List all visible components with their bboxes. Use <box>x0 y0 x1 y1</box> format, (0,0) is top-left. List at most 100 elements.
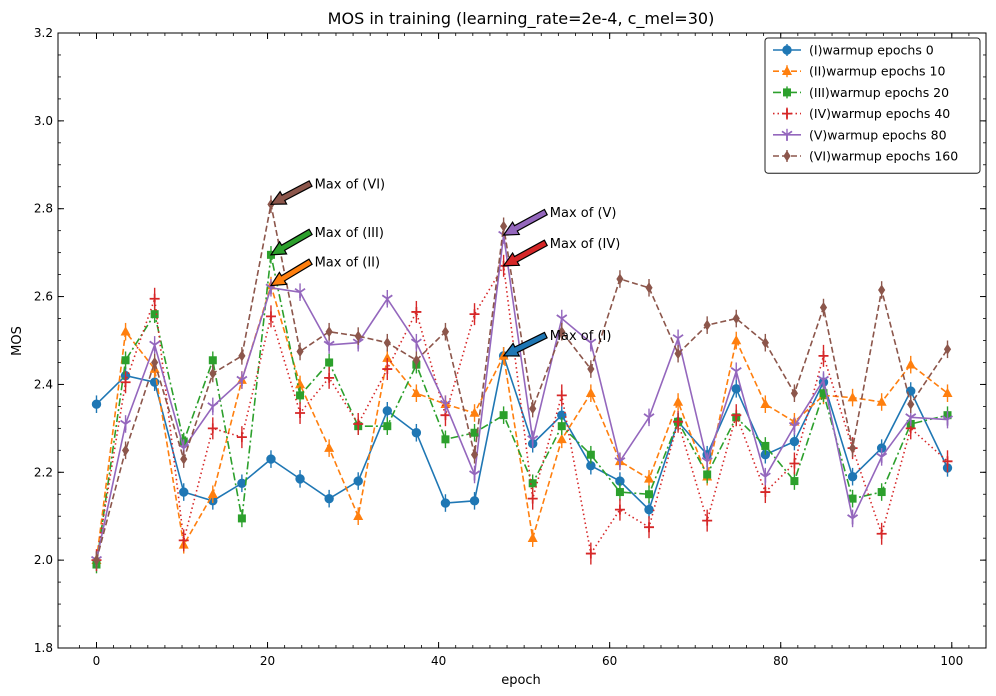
annotation-label: Max of (VI) <box>315 178 386 193</box>
annotations: Max of (VI) Max of (III) Max of (II) Max of… <box>269 178 621 357</box>
data-point <box>120 419 132 430</box>
data-point <box>295 407 306 418</box>
data-point <box>296 391 305 400</box>
data-point <box>760 398 771 408</box>
y-tick-label: 3.0 <box>34 114 53 128</box>
data-point <box>382 406 392 416</box>
data-point <box>877 488 886 497</box>
series-3 <box>92 246 952 574</box>
data-point <box>645 490 654 499</box>
annotation-arrow-shape <box>269 180 313 205</box>
data-point <box>149 340 161 351</box>
legend-marker <box>783 150 791 162</box>
data-point <box>470 449 479 461</box>
data-point <box>702 515 713 526</box>
data-point <box>529 403 537 415</box>
data-point <box>382 364 393 375</box>
data-point <box>644 504 654 515</box>
data-point <box>847 514 859 525</box>
data-point <box>150 310 159 319</box>
x-tick-label: 40 <box>431 654 446 668</box>
data-point <box>761 337 769 349</box>
data-point <box>731 335 742 345</box>
legend-marker <box>782 45 792 55</box>
data-point <box>615 488 624 497</box>
data-point <box>876 528 887 539</box>
legend-marker <box>782 108 792 119</box>
data-point <box>616 273 624 285</box>
data-point <box>294 287 306 299</box>
legend-item: (IV)warmup epochs 40 <box>773 106 950 121</box>
legend-item: (I)warmup epochs 0 <box>773 43 934 58</box>
data-point <box>441 435 450 444</box>
data-point <box>411 428 422 438</box>
data-point <box>586 450 595 459</box>
series-line <box>95 234 948 561</box>
series-5 <box>90 226 954 569</box>
annotation-label: Max of (II) <box>315 256 380 271</box>
data-point <box>121 356 130 365</box>
y-tick-label: 2.4 <box>34 377 53 391</box>
data-point <box>701 457 713 468</box>
data-point <box>500 220 508 232</box>
legend-label: (I)warmup epochs 0 <box>809 43 934 58</box>
annotation-arrow-shape <box>502 239 549 267</box>
data-point <box>790 387 799 399</box>
data-point <box>527 532 538 542</box>
legend-label: (III)warmup epochs 20 <box>809 85 949 100</box>
x-axis-ticks: 0 20 40 60 80 100 <box>78 33 987 668</box>
legend-label: (IV)warmup epochs 40 <box>809 106 950 121</box>
data-point <box>703 470 712 479</box>
legend-label: (V)warmup epochs 80 <box>809 127 947 142</box>
data-point <box>673 396 684 406</box>
annotation-arrow: Max of (II) <box>269 256 380 287</box>
data-point <box>557 422 566 431</box>
data-point <box>91 399 102 409</box>
data-point <box>237 514 246 523</box>
x-axis-label: epoch <box>501 673 541 688</box>
data-point <box>942 456 953 467</box>
legend-border <box>764 37 981 174</box>
series-line <box>95 254 948 565</box>
legend-marker <box>781 130 793 141</box>
data-point <box>469 496 480 506</box>
data-point <box>207 423 218 434</box>
data-point <box>905 413 917 424</box>
data-point <box>645 282 653 294</box>
data-point <box>760 487 771 498</box>
data-point <box>324 372 335 383</box>
annotation-label: Max of (IV) <box>550 237 621 252</box>
series-4 <box>91 254 953 572</box>
data-point <box>761 441 770 450</box>
data-point <box>324 493 334 504</box>
data-point <box>672 334 684 345</box>
data-point <box>587 363 595 375</box>
x-tick-label: 20 <box>260 654 275 668</box>
data-point <box>353 418 364 429</box>
data-point <box>876 452 888 463</box>
data-point <box>674 348 682 360</box>
legend-label: (II)warmup epochs 10 <box>809 64 945 79</box>
data-point <box>412 354 420 366</box>
data-point <box>527 493 538 504</box>
data-point <box>323 340 335 351</box>
data-point <box>759 472 771 483</box>
data-point <box>469 470 481 481</box>
data-point <box>614 457 626 468</box>
data-point <box>383 337 391 349</box>
data-point <box>383 422 392 431</box>
data-point <box>585 548 596 559</box>
annotation-arrow-shape <box>502 208 549 236</box>
chart-title: MOS in training (learning_rate=2e-4, c_m… <box>328 9 715 29</box>
legend-item: (III)warmup epochs 20 <box>773 85 949 100</box>
data-point <box>178 535 189 546</box>
data-point <box>817 375 830 387</box>
data-point <box>730 367 742 378</box>
x-tick-label: 60 <box>602 654 617 668</box>
data-point <box>644 473 655 483</box>
data-point <box>878 284 886 296</box>
data-point <box>381 294 393 305</box>
data-point <box>324 442 335 452</box>
